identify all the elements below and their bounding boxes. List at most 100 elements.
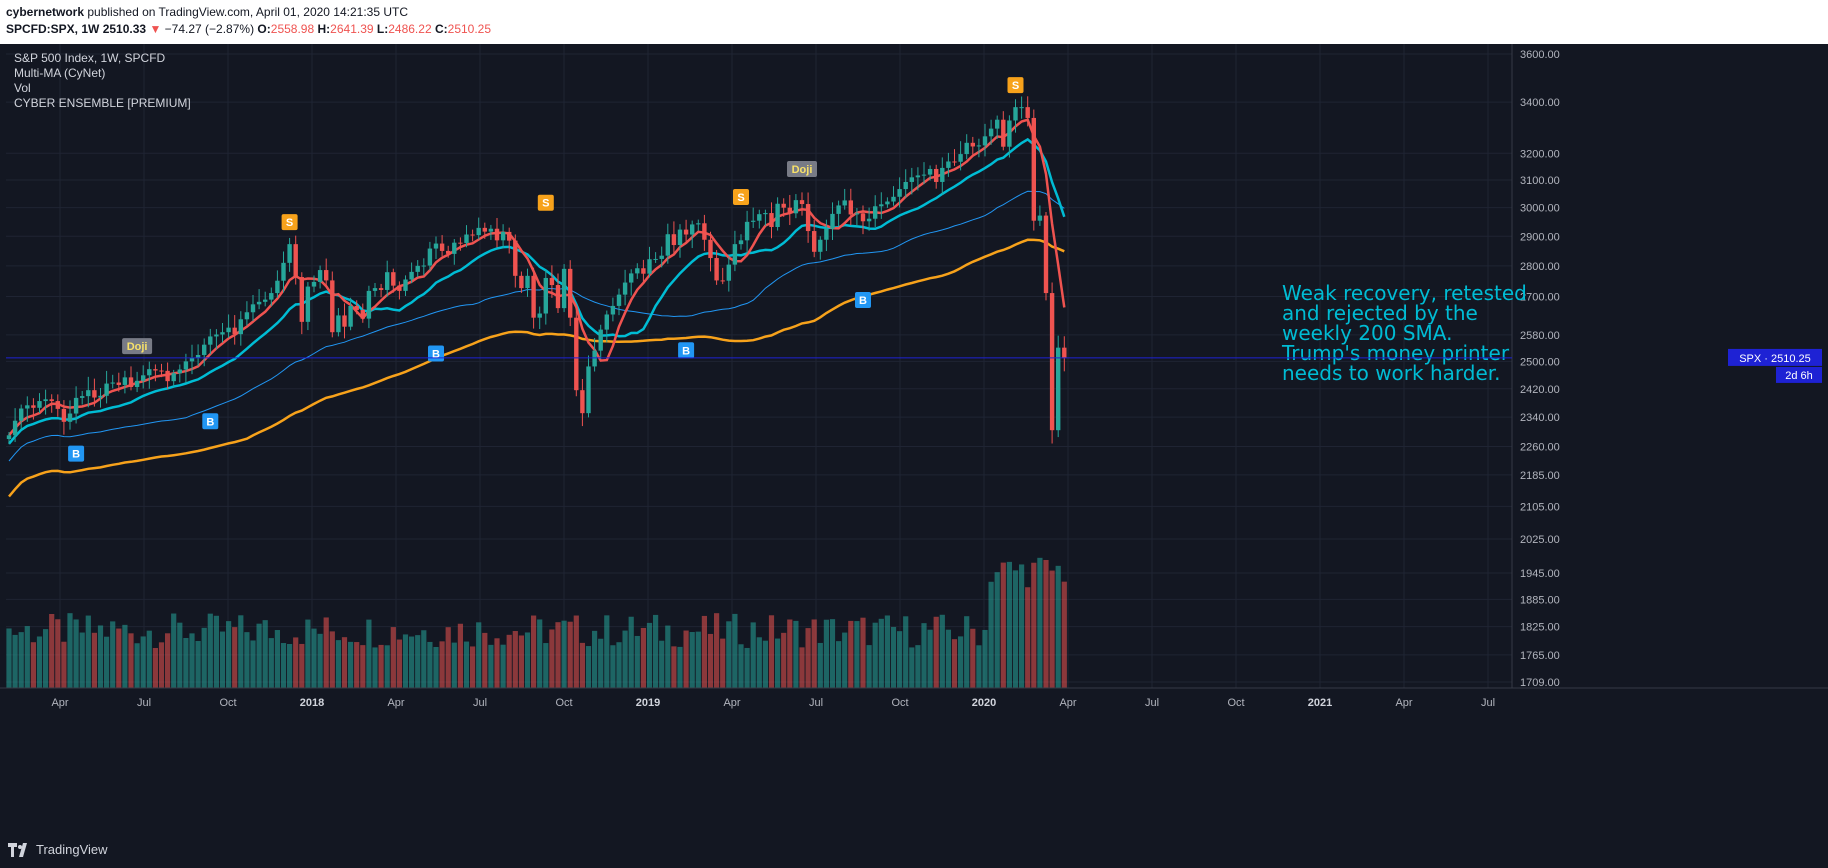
time-axis: Apr Jul Oct 2018 Apr Jul Oct 2019 Apr Jul Oct 2020 A… (0, 687, 1828, 709)
time-tick-label: Oct (219, 697, 236, 709)
candle-body (909, 177, 914, 182)
time-tick-label: 2018 (300, 697, 324, 709)
candle-body (348, 305, 353, 327)
countdown-badge (1776, 366, 1822, 383)
volume-bar (24, 626, 30, 688)
candle-body (635, 268, 640, 274)
volume-bar (549, 629, 555, 688)
candle-body (793, 200, 799, 214)
time-tick-label: 2019 (636, 697, 660, 709)
publish-header: cybernetwork published on TradingView.co… (0, 0, 1828, 44)
candle-body (67, 413, 73, 422)
volume-bar (482, 632, 488, 688)
volume-bar (982, 629, 988, 688)
candle-body (934, 168, 939, 182)
candle-body (507, 231, 512, 241)
candle-body (244, 312, 250, 320)
volume-bar (476, 622, 482, 688)
volume-bar (585, 646, 592, 688)
candle-body (958, 154, 963, 162)
volume-bar (866, 645, 872, 688)
volume-bar (768, 615, 775, 688)
legend-line: Vol (14, 81, 31, 95)
candle-body (92, 390, 97, 398)
candle-body (683, 229, 689, 235)
candle-body (360, 310, 365, 319)
volume-bar (226, 621, 232, 688)
volume-bar (335, 640, 341, 688)
volume-bar (543, 643, 549, 688)
countdown-text: 2d 6h (1785, 370, 1813, 382)
signal-label: B (206, 416, 214, 428)
candle-body (427, 248, 433, 266)
candle-body (25, 405, 30, 409)
candle-body (1019, 107, 1024, 109)
price-tick-label: 2025.00 (1520, 534, 1560, 546)
volume-bar (244, 632, 250, 688)
candle-body (336, 315, 341, 333)
candle-body (403, 279, 408, 291)
candle-body (732, 244, 738, 265)
candle-body (311, 281, 317, 287)
candle-body (720, 280, 725, 282)
candle-body (104, 383, 109, 396)
candle-body (903, 181, 908, 190)
candle-body (696, 223, 701, 225)
price-tick-label: 1825.00 (1520, 622, 1560, 634)
volume-bar (720, 638, 726, 688)
change-value: −74.27 (−2.87%) (164, 22, 255, 36)
candle-body (415, 265, 420, 272)
candle-body (537, 313, 542, 318)
volume-bar (988, 581, 994, 688)
price-tick-label: 2900.00 (1520, 231, 1560, 243)
volume-bar (579, 642, 585, 688)
volume-bar (726, 621, 732, 688)
candle-body (354, 305, 359, 311)
tradingview-logo[interactable]: TradingView (8, 842, 108, 857)
author-name[interactable]: cybernetwork (6, 5, 85, 19)
chart-grid (6, 44, 1512, 688)
last-price: 2510.33 (102, 22, 147, 36)
volume-bar (201, 627, 207, 688)
candle-body (385, 272, 390, 290)
candle-body (281, 262, 286, 281)
volume-bar (976, 645, 982, 688)
volume-bar (939, 614, 945, 688)
time-tick-label: 2021 (1308, 697, 1332, 709)
volume-bar (1012, 570, 1019, 688)
volume-bar (140, 636, 146, 688)
volume-bar (91, 632, 97, 688)
candle-body (171, 373, 176, 382)
price-tick-label: 3200.00 (1520, 148, 1560, 160)
volume-bar (158, 642, 165, 688)
candle-body (464, 234, 469, 243)
volume-bar (256, 623, 262, 688)
candle-body (726, 264, 731, 281)
volume-bar (183, 638, 189, 688)
volume-bar (219, 631, 226, 688)
time-tick-label: Apr (51, 697, 68, 709)
price-tick-label: 3000.00 (1520, 203, 1560, 215)
volume-bar (805, 628, 811, 688)
candle-body (598, 329, 603, 351)
volume-bar (994, 572, 1000, 688)
volume-bar (921, 623, 927, 688)
candle-body (897, 189, 902, 197)
candle-body (769, 213, 774, 228)
volume-bar (293, 637, 299, 688)
volume-bar (537, 619, 543, 688)
candle-body (476, 227, 481, 236)
annotation-line: and rejected by the (1282, 301, 1478, 325)
price-tick-label: 2800.00 (1520, 261, 1560, 273)
candle-body (122, 377, 128, 385)
candle-body (677, 229, 683, 246)
sma-200-line (8, 238, 1065, 498)
volume-bar (1000, 562, 1006, 688)
volume-bar (384, 645, 390, 688)
candle-body (1013, 107, 1018, 121)
candle-body (812, 231, 817, 252)
volume-bar (951, 639, 958, 688)
candle-body (714, 258, 719, 281)
